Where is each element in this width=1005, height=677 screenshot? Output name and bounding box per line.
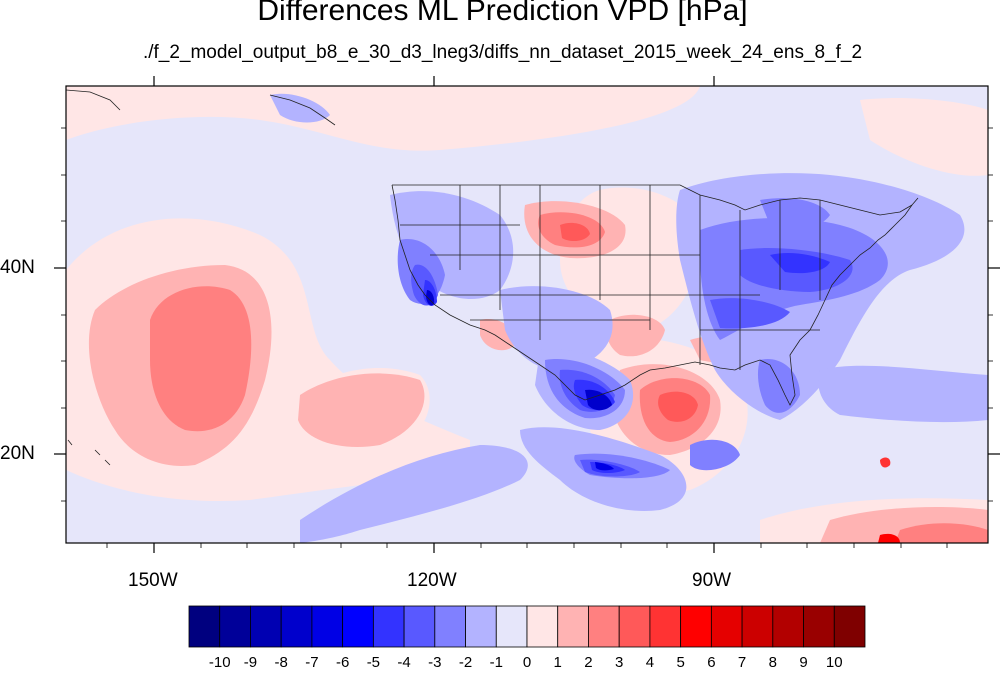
colorbar-tick-label: 9	[799, 654, 808, 671]
colorbar-tick-label: -10	[208, 654, 231, 671]
colorbar-tick-label: -7	[305, 654, 319, 671]
lon-label-120w: 120W	[407, 570, 457, 591]
colorbar-swatch	[311, 605, 344, 648]
colorbar-swatch	[710, 605, 743, 648]
lon-label-150w: 150W	[128, 570, 178, 591]
vpd-difference-field	[66, 86, 988, 543]
colorbar-swatch	[680, 605, 712, 648]
colorbar-swatch	[833, 605, 866, 648]
colorbar-tick-label: -1	[489, 654, 503, 671]
colorbar-swatch	[280, 605, 313, 648]
map-title: Differences ML Prediction VPD [hPa]	[257, 0, 748, 27]
colorbar-tick-label: 3	[615, 654, 624, 671]
lon-label-90w: 90W	[692, 570, 732, 591]
colorbar-swatch	[403, 605, 436, 648]
colorbar-swatch	[649, 605, 682, 648]
colorbar-tick-label: 5	[676, 654, 685, 671]
colorbar-swatch	[495, 605, 528, 648]
colorbar-tick-label: -2	[458, 654, 473, 671]
colorbar-tick-label: 7	[737, 654, 747, 671]
colorbar-tick-label: -4	[397, 654, 411, 671]
colorbar-tick-label: 6	[707, 654, 716, 671]
colorbar-tick-label: -3	[428, 654, 442, 671]
colorbar-swatch	[803, 605, 835, 648]
colorbar-tick-label: 10	[825, 654, 843, 671]
minor-ticks	[61, 127, 993, 548]
colorbar	[188, 605, 866, 648]
colorbar-swatch	[618, 605, 651, 648]
colorbar-tick-label: -6	[335, 654, 350, 671]
colorbar-tick-label: -9	[243, 654, 258, 671]
colorbar-tick-label: 1	[553, 654, 562, 671]
colorbar-tick-label: 4	[645, 654, 655, 671]
colorbar-tick-label: 2	[584, 654, 593, 671]
map-subtitle: ./f_2_model_output_b8_e_30_d3_lneg3/diff…	[142, 42, 863, 63]
lat-label-40n: 40N	[0, 257, 35, 278]
colorbar-swatch	[219, 605, 251, 648]
colorbar-swatch	[250, 605, 282, 648]
colorbar-swatch	[526, 605, 559, 648]
colorbar-swatch	[465, 605, 497, 648]
colorbar-swatch	[557, 605, 589, 648]
colorbar-tick-label: 8	[768, 654, 777, 671]
colorbar-tick-label: 0	[522, 654, 532, 671]
colorbar-swatch	[741, 605, 774, 648]
colorbar-tick-label: -8	[274, 654, 288, 671]
colorbar-swatch	[772, 605, 804, 648]
colorbar-swatch	[188, 605, 221, 648]
colorbar-swatch	[434, 605, 466, 648]
colorbar-swatch	[588, 605, 620, 648]
colorbar-swatch	[342, 605, 374, 648]
lat-label-20n: 20N	[0, 443, 35, 464]
axis-ticks	[54, 76, 1000, 553]
colorbar-tick-label: -5	[366, 654, 381, 671]
map-boundaries	[66, 89, 919, 466]
colorbar-swatch	[372, 605, 405, 648]
